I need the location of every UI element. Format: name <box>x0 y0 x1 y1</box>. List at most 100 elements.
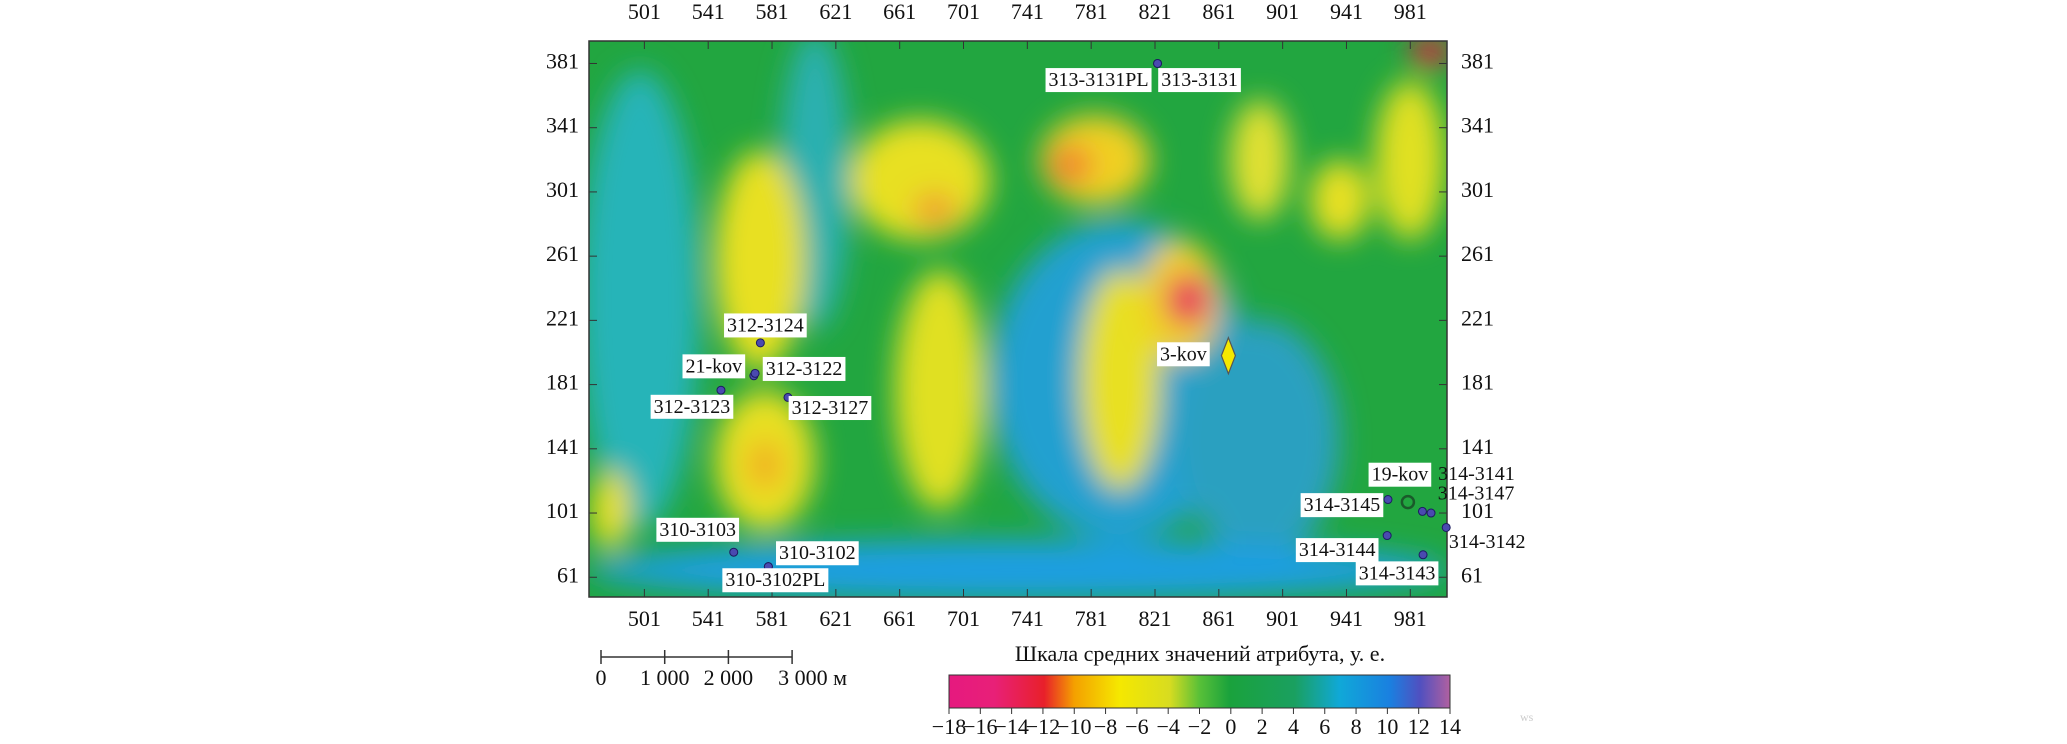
x-tick-label: 741 <box>1011 0 1044 24</box>
well-label: 314-3141 <box>1438 463 1515 485</box>
y-tick-label: 61 <box>1461 562 1483 587</box>
colorbar-tick-label: 4 <box>1288 714 1299 739</box>
colorbar-tick-label: −8 <box>1094 714 1117 739</box>
well-marker <box>1417 506 1427 516</box>
y-tick-label: 381 <box>546 49 579 74</box>
colorbar-tick-label: −10 <box>1057 714 1091 739</box>
well-label: 314-3143 <box>1359 562 1436 584</box>
well-marker <box>1153 58 1163 68</box>
well-marker <box>1441 522 1451 532</box>
well-marker <box>1383 495 1393 505</box>
y-tick-label: 301 <box>1461 177 1494 202</box>
x-tick-label: 781 <box>1075 606 1108 631</box>
y-tick-label: 261 <box>1461 241 1494 266</box>
x-tick-label: 541 <box>692 0 725 24</box>
colorbar-tick-label: −16 <box>963 714 997 739</box>
well-marker <box>1400 494 1416 510</box>
watermark: ws <box>1520 710 1534 724</box>
x-tick-label: 821 <box>1138 606 1171 631</box>
x-tick-label: 661 <box>883 0 916 24</box>
map-frame <box>588 40 1448 598</box>
x-tick-label: 821 <box>1138 0 1171 24</box>
x-tick-label: 981 <box>1394 606 1427 631</box>
well-label: 310-3102PL <box>725 569 825 591</box>
y-tick-label: 181 <box>1461 370 1494 395</box>
x-tick-label: 941 <box>1330 0 1363 24</box>
well-label-box <box>1355 561 1439 586</box>
well-marker <box>1220 336 1237 376</box>
x-tick-label: 621 <box>819 606 852 631</box>
y-tick-label: 341 <box>546 113 579 138</box>
well-label: 314-3145 <box>1304 494 1381 516</box>
y-tick-label: 301 <box>546 177 579 202</box>
x-tick-label: 541 <box>692 606 725 631</box>
well-label-box <box>776 541 859 566</box>
well-label-box <box>722 568 829 593</box>
x-tick-label: 701 <box>947 606 980 631</box>
well-marker <box>729 547 739 557</box>
well-label: 19-kov <box>1372 464 1429 486</box>
well-label: 312-3127 <box>792 397 869 419</box>
y-tick-label: 381 <box>1461 49 1494 74</box>
well-label-box <box>1045 68 1152 93</box>
well-label-box <box>682 354 746 379</box>
y-tick-label: 221 <box>546 305 579 330</box>
well-label: 312-3124 <box>727 314 804 336</box>
well-label-box <box>1158 68 1241 93</box>
colorbar-tick-label: 14 <box>1439 714 1461 739</box>
well-label: 310-3102 <box>779 542 856 564</box>
colorbar-tick-label: −14 <box>994 714 1028 739</box>
well-label-box <box>1368 462 1432 487</box>
well-marker <box>1426 508 1436 518</box>
well-label-box <box>724 313 807 338</box>
scale-bar-label: 0 <box>596 665 607 690</box>
well-marker <box>716 385 726 395</box>
well-label-box <box>762 356 846 381</box>
y-tick-label: 101 <box>1461 498 1494 523</box>
well-label: 313-3131PL <box>1049 69 1149 91</box>
colorbar-tick-label: −18 <box>932 714 966 739</box>
well-label: 312-3122 <box>766 358 843 380</box>
x-tick-label: 981 <box>1394 0 1427 24</box>
well-label: 314-3144 <box>1299 539 1376 561</box>
y-tick-label: 261 <box>546 241 579 266</box>
well-label-box <box>1300 493 1384 518</box>
well-label: 314-3142 <box>1449 531 1526 553</box>
x-tick-label: 501 <box>628 606 661 631</box>
y-tick-label: 221 <box>1461 305 1494 330</box>
well-label-box <box>650 394 734 419</box>
well-marker <box>750 368 760 378</box>
x-tick-label: 861 <box>1202 606 1235 631</box>
x-tick-label: 501 <box>628 0 661 24</box>
well-marker <box>1382 531 1392 541</box>
x-tick-label: 661 <box>883 606 916 631</box>
x-tick-label: 781 <box>1075 0 1108 24</box>
colorbar-tick-label: 10 <box>1376 714 1398 739</box>
scale-bar-label: 2 000 <box>704 665 754 690</box>
well-marker <box>1418 550 1428 560</box>
well-label-box <box>1295 538 1379 563</box>
y-tick-label: 141 <box>546 434 579 459</box>
x-tick-label: 741 <box>1011 606 1044 631</box>
well-label: 312-3123 <box>654 396 731 418</box>
colorbar-tick-label: 6 <box>1319 714 1330 739</box>
well-label: 313-3131 <box>1161 69 1238 91</box>
well-label: 310-3103 <box>659 519 736 541</box>
well-label-box <box>656 517 740 542</box>
colorbar-tick-label: 12 <box>1408 714 1430 739</box>
scale-bar-label: 1 000 <box>640 665 690 690</box>
well-marker <box>755 338 765 348</box>
well-label: 314-3147 <box>1438 483 1515 505</box>
colorbar-tick-label: −6 <box>1125 714 1148 739</box>
x-tick-label: 621 <box>819 0 852 24</box>
x-tick-label: 581 <box>756 606 789 631</box>
colorbar-title: Шкала средних значений атрибута, у. е. <box>1015 641 1385 666</box>
colorbar-tick-label: −2 <box>1188 714 1211 739</box>
x-tick-label: 901 <box>1266 606 1299 631</box>
y-tick-label: 61 <box>557 562 579 587</box>
x-tick-label: 581 <box>756 0 789 24</box>
y-tick-label: 341 <box>1461 113 1494 138</box>
colorbar-tick-label: −4 <box>1156 714 1179 739</box>
y-tick-label: 181 <box>546 370 579 395</box>
